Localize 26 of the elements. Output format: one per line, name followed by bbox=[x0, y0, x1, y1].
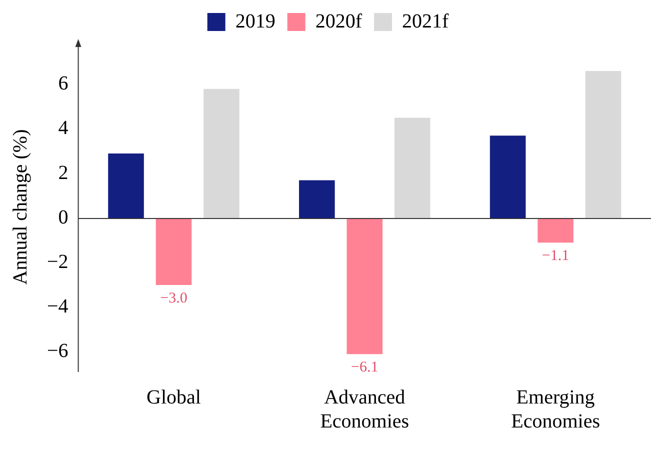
data-label: −6.1 bbox=[351, 360, 378, 376]
bar bbox=[346, 218, 383, 354]
x-tick-label: Global bbox=[146, 386, 202, 408]
x-tick-label: Advanced Economies bbox=[320, 386, 410, 432]
y-tick-label: 4 bbox=[58, 117, 68, 140]
bar bbox=[108, 153, 144, 218]
legend-label: 2021f bbox=[402, 10, 449, 32]
bar bbox=[299, 180, 335, 218]
bar bbox=[585, 70, 622, 218]
bar bbox=[538, 218, 574, 243]
y-tick-label: 6 bbox=[58, 72, 68, 95]
bar bbox=[490, 136, 526, 218]
bar bbox=[394, 118, 430, 218]
y-axis-title: Annual change (%) bbox=[9, 129, 32, 285]
data-label: −1.1 bbox=[542, 248, 570, 264]
bar bbox=[156, 218, 192, 286]
x-tick-label: Emerging Economies bbox=[511, 386, 600, 432]
y-tick-label: −2 bbox=[47, 250, 68, 273]
data-label: −3.0 bbox=[160, 290, 188, 306]
y-tick-label: 2 bbox=[58, 162, 68, 184]
y-tick-label: −4 bbox=[47, 296, 68, 318]
y-tick-label: −6 bbox=[47, 340, 68, 362]
legend-label: 2019 bbox=[235, 10, 276, 32]
legend-label: 2020f bbox=[315, 10, 362, 32]
y-tick-label: 0 bbox=[58, 206, 68, 228]
bar bbox=[204, 88, 240, 218]
